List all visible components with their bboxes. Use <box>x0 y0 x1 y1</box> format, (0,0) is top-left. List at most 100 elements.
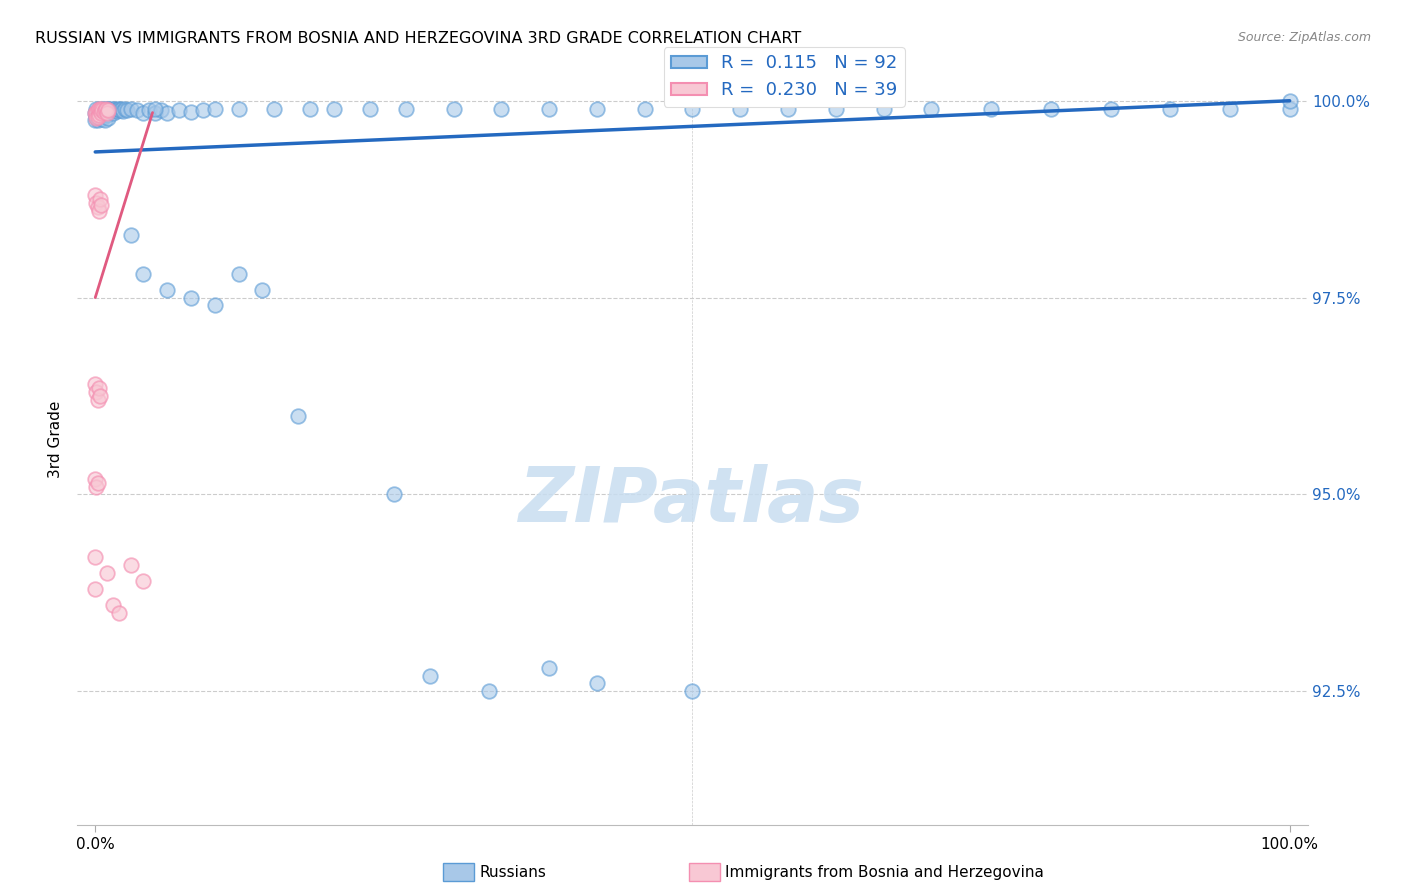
Point <box>180 104 202 119</box>
Point <box>382 487 405 501</box>
Point <box>1039 102 1062 116</box>
Point <box>156 283 179 297</box>
Point <box>89 103 111 118</box>
Point <box>91 103 114 118</box>
Point <box>86 105 108 120</box>
Point <box>132 267 155 281</box>
Point <box>87 102 110 116</box>
Point <box>1278 102 1301 116</box>
Point <box>91 103 114 118</box>
Point <box>105 103 128 118</box>
Point <box>872 102 894 116</box>
Point <box>89 389 111 403</box>
Point <box>94 106 117 120</box>
Text: Russians: Russians <box>479 865 547 880</box>
Point <box>682 102 704 116</box>
Point <box>94 112 117 127</box>
Point <box>86 479 108 493</box>
Point <box>980 102 1002 116</box>
Y-axis label: 3rd Grade: 3rd Grade <box>48 401 63 478</box>
Point <box>93 104 115 119</box>
Point <box>132 574 155 588</box>
Point <box>143 105 166 120</box>
Point <box>104 103 127 118</box>
Point <box>1278 94 1301 108</box>
Point <box>359 102 381 116</box>
Point <box>101 103 124 118</box>
Text: RUSSIAN VS IMMIGRANTS FROM BOSNIA AND HERZEGOVINA 3RD GRADE CORRELATION CHART: RUSSIAN VS IMMIGRANTS FROM BOSNIA AND HE… <box>35 31 801 46</box>
Point <box>538 102 561 116</box>
Point <box>586 102 609 116</box>
Point <box>96 108 118 122</box>
Point <box>94 103 117 118</box>
Point <box>86 113 108 128</box>
Point <box>108 606 131 620</box>
Text: Source: ZipAtlas.com: Source: ZipAtlas.com <box>1237 31 1371 45</box>
Point <box>90 102 112 116</box>
Text: ZIPatlas: ZIPatlas <box>519 464 866 538</box>
Point <box>86 200 108 214</box>
Point <box>96 105 118 120</box>
Point <box>204 102 226 116</box>
Point <box>84 550 107 565</box>
Point <box>478 684 501 698</box>
Point <box>86 110 108 124</box>
Point <box>86 475 108 490</box>
Point <box>100 103 122 118</box>
Point <box>120 227 142 242</box>
Text: Immigrants from Bosnia and Herzegovina: Immigrants from Bosnia and Herzegovina <box>725 865 1045 880</box>
Point <box>86 105 108 120</box>
Point <box>323 102 346 116</box>
Point <box>91 112 114 126</box>
Point <box>84 472 107 486</box>
Point <box>87 108 110 122</box>
Point <box>89 111 111 125</box>
Point <box>920 102 942 116</box>
Point <box>132 105 155 120</box>
Point <box>94 103 117 118</box>
Point <box>84 377 107 392</box>
Point <box>491 102 513 116</box>
Point <box>89 103 111 118</box>
Point <box>114 102 136 116</box>
Point <box>110 103 132 118</box>
Point <box>90 197 112 211</box>
Point <box>96 566 118 581</box>
Point <box>252 283 274 297</box>
Point <box>97 103 120 117</box>
Point <box>1219 102 1241 116</box>
Point <box>120 102 142 116</box>
Point <box>586 676 609 690</box>
Point <box>263 102 285 116</box>
Point <box>395 102 418 116</box>
Point <box>90 102 112 116</box>
Point <box>120 558 142 573</box>
Point <box>228 102 250 116</box>
Point <box>86 392 108 407</box>
Point <box>87 204 110 219</box>
Point <box>682 684 704 698</box>
Point <box>107 102 129 116</box>
Legend: R =  0.115   N = 92, R =  0.230   N = 39: R = 0.115 N = 92, R = 0.230 N = 39 <box>664 47 905 106</box>
Point <box>824 102 846 116</box>
Point <box>228 267 250 281</box>
Point <box>101 105 124 120</box>
Point <box>204 298 226 312</box>
Point <box>191 103 214 118</box>
Point <box>87 381 110 395</box>
Point <box>84 582 107 596</box>
Point <box>89 192 111 206</box>
Point <box>125 103 148 118</box>
Point <box>90 110 112 124</box>
Point <box>117 103 139 118</box>
Point <box>97 103 120 118</box>
Point <box>138 103 160 118</box>
Point <box>86 111 108 125</box>
Point <box>167 103 190 118</box>
Point <box>84 113 107 128</box>
Point <box>90 106 112 120</box>
Point <box>87 102 110 116</box>
Point <box>84 188 107 202</box>
Point <box>86 110 108 124</box>
Point <box>299 102 322 116</box>
